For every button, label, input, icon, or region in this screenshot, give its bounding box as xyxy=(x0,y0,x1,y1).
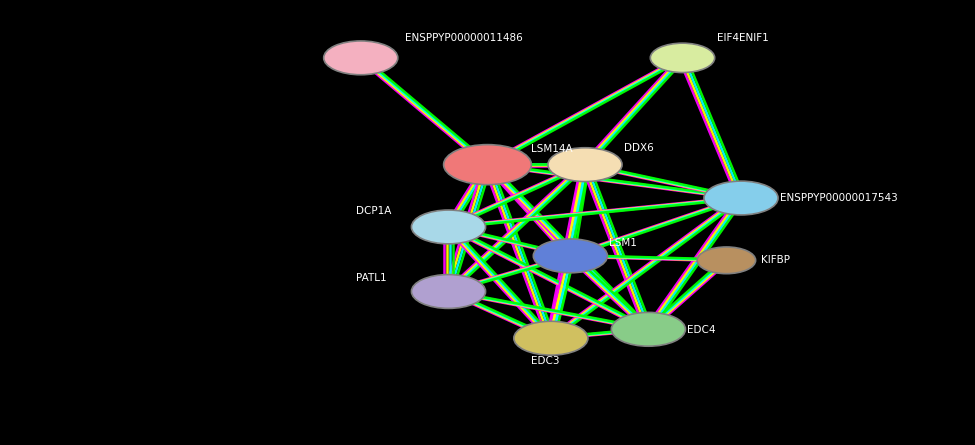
Circle shape xyxy=(533,239,607,273)
Text: EDC3: EDC3 xyxy=(531,356,560,366)
Circle shape xyxy=(611,312,685,346)
Circle shape xyxy=(650,43,715,73)
Circle shape xyxy=(548,148,622,182)
Text: EIF4ENIF1: EIF4ENIF1 xyxy=(717,33,768,43)
Circle shape xyxy=(514,321,588,355)
Circle shape xyxy=(697,247,756,274)
Text: PATL1: PATL1 xyxy=(356,273,386,283)
Circle shape xyxy=(324,41,398,75)
Circle shape xyxy=(444,145,531,185)
Text: LSM1: LSM1 xyxy=(609,238,638,247)
Text: KIFBP: KIFBP xyxy=(760,255,790,265)
Circle shape xyxy=(411,275,486,308)
Text: DCP1A: DCP1A xyxy=(356,206,391,216)
Text: DDX6: DDX6 xyxy=(624,143,654,153)
Text: EDC4: EDC4 xyxy=(687,325,716,335)
Text: LSM14A: LSM14A xyxy=(531,144,573,154)
Circle shape xyxy=(411,210,486,244)
Circle shape xyxy=(704,181,778,215)
Text: ENSPPYP00000017543: ENSPPYP00000017543 xyxy=(780,193,898,203)
Text: ENSPPYP00000011486: ENSPPYP00000011486 xyxy=(405,33,523,43)
